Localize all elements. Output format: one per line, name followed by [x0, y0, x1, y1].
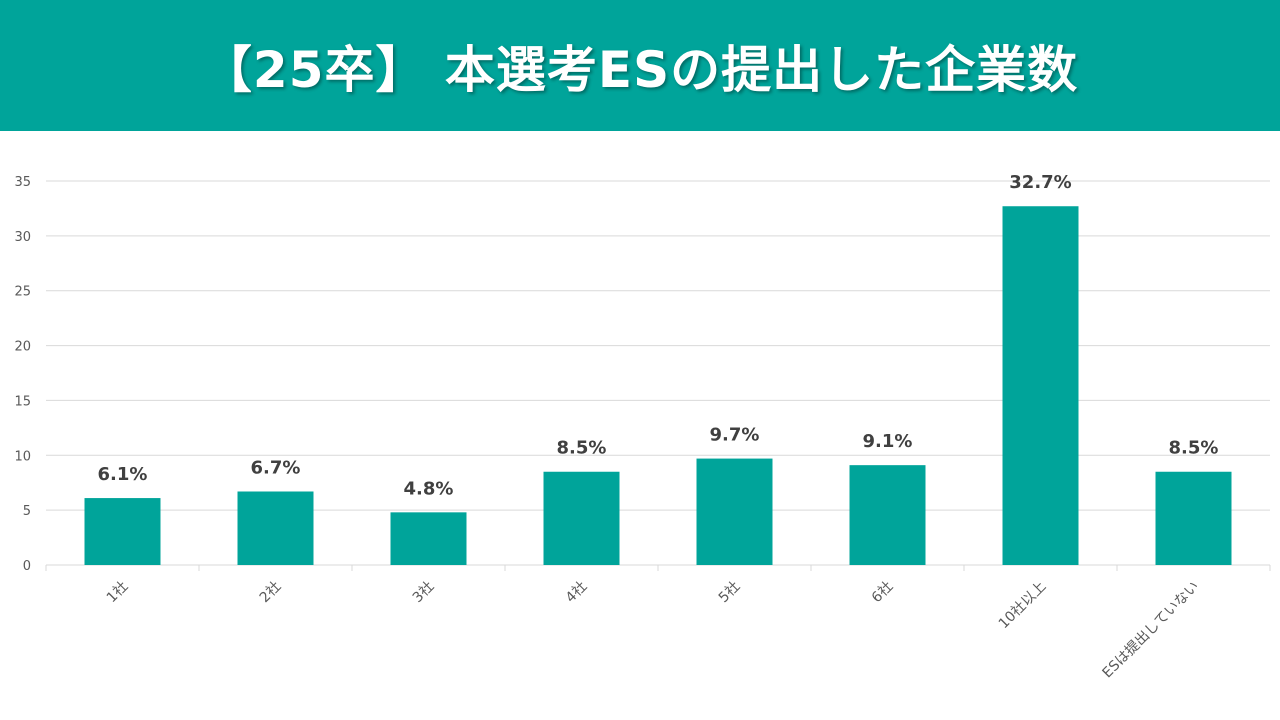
data-label: 32.7%	[1009, 172, 1071, 193]
data-label: 8.5%	[1169, 438, 1219, 459]
bar-4	[543, 471, 620, 565]
y-tick-label: 20	[14, 340, 31, 355]
data-labels: 6.1% 6.7% 4.8% 8.5% 9.7% 9.1% 32.7% 8.5%	[98, 172, 1219, 499]
x-category-label: 2社	[257, 579, 285, 607]
data-label: 8.5%	[557, 438, 607, 459]
bar-7	[1002, 206, 1079, 565]
bar-1	[84, 498, 161, 565]
x-category-label: 3社	[410, 579, 438, 607]
bar-3	[390, 512, 467, 565]
y-tick-label: 35	[14, 175, 31, 190]
bar-6	[849, 465, 926, 565]
y-axis-ticks: 0 5 10 15 20 25 30 35	[14, 175, 31, 574]
x-category-label: 1社	[104, 579, 132, 607]
y-tick-label: 5	[23, 504, 31, 519]
data-label: 9.1%	[863, 431, 913, 452]
x-category-label: 10社以上	[996, 579, 1050, 633]
chart-title: 【25卒】 本選考ESの提出した企業数	[201, 40, 1079, 99]
data-label: 4.8%	[404, 478, 454, 499]
data-label: 6.1%	[98, 464, 148, 485]
data-label: 6.7%	[251, 457, 301, 478]
y-tick-label: 30	[14, 230, 31, 245]
gridlines	[45, 180, 1271, 571]
x-axis-category-labels: 1社 2社 3社 4社 5社 6社 10社以上 ESは提出していない	[104, 579, 1203, 682]
bars	[84, 206, 1232, 565]
y-tick-label: 25	[14, 285, 31, 300]
x-category-label: 4社	[563, 579, 591, 607]
bar-8	[1155, 471, 1232, 565]
y-tick-label: 15	[14, 394, 31, 409]
bar-chart: 0 5 10 15 20 25 30 35 6.1% 6.7% 4.8% 8.5% 9.7% 9.1% 3…	[14, 172, 1271, 682]
bar-2	[237, 491, 314, 565]
x-category-label: 6社	[869, 579, 897, 607]
y-tick-label: 0	[23, 559, 31, 574]
chart-title-banner: 【25卒】 本選考ESの提出した企業数	[0, 0, 1280, 131]
bar-5	[696, 458, 773, 565]
data-label: 9.7%	[710, 425, 760, 446]
y-tick-label: 10	[14, 449, 31, 464]
x-category-label: ESは提出していない	[1100, 579, 1203, 682]
x-category-label: 5社	[716, 579, 744, 607]
